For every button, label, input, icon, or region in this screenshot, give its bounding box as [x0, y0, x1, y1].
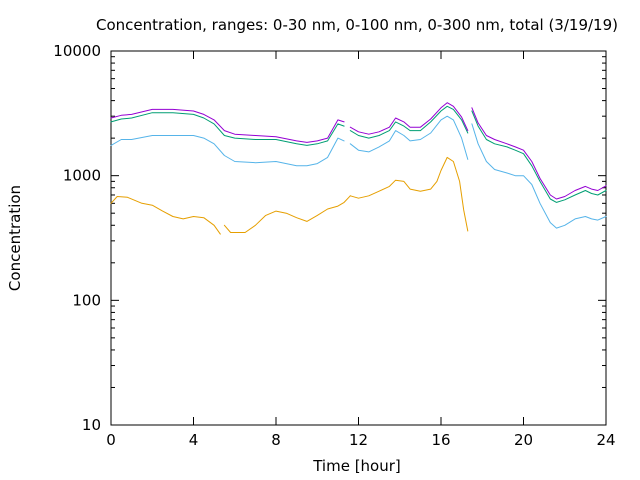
y-tick-label: 100 — [72, 291, 101, 309]
series-4-line-segment — [349, 102, 469, 135]
x-tick-label: 0 — [106, 431, 116, 449]
x-tick-label: 4 — [189, 431, 199, 449]
series-1-line-segment — [349, 156, 469, 232]
x-tick-label: 24 — [596, 431, 615, 449]
x-axis-label: Time [hour] — [312, 457, 401, 475]
series-1 — [110, 156, 469, 235]
series-4-line-segment — [471, 107, 607, 200]
series-4 — [110, 102, 607, 200]
series-3 — [110, 105, 607, 203]
series-2-line-segment — [349, 115, 469, 160]
series-2-line-segment — [471, 123, 607, 229]
x-tick-label: 16 — [431, 431, 450, 449]
x-tick-label: 8 — [271, 431, 281, 449]
series-2-line-segment — [110, 135, 345, 167]
x-tick-label: 20 — [514, 431, 533, 449]
y-axis-label: Concentration — [6, 185, 24, 291]
x-tick-label: 12 — [349, 431, 368, 449]
series-layer — [110, 102, 607, 235]
series-3-line-segment — [349, 105, 469, 139]
y-tick-label: 10000 — [53, 42, 101, 60]
series-1-line-segment — [223, 195, 351, 233]
chart-title: Concentration, ranges: 0-30 nm, 0-100 nm… — [96, 16, 618, 34]
series-1-line-segment — [110, 196, 221, 235]
y-tick-label: 10 — [82, 416, 101, 434]
plot-frame — [110, 50, 607, 426]
plot-area — [110, 50, 607, 426]
series-4-line-segment — [110, 108, 345, 143]
axis-ticks: 0 4 8 12 16 20 24 10 100 1000 10000 — [53, 42, 615, 449]
y-tick-label: 1000 — [63, 167, 101, 185]
series-3-line-segment — [471, 110, 607, 203]
series-3-line-segment — [110, 112, 345, 146]
series-2 — [110, 115, 607, 229]
